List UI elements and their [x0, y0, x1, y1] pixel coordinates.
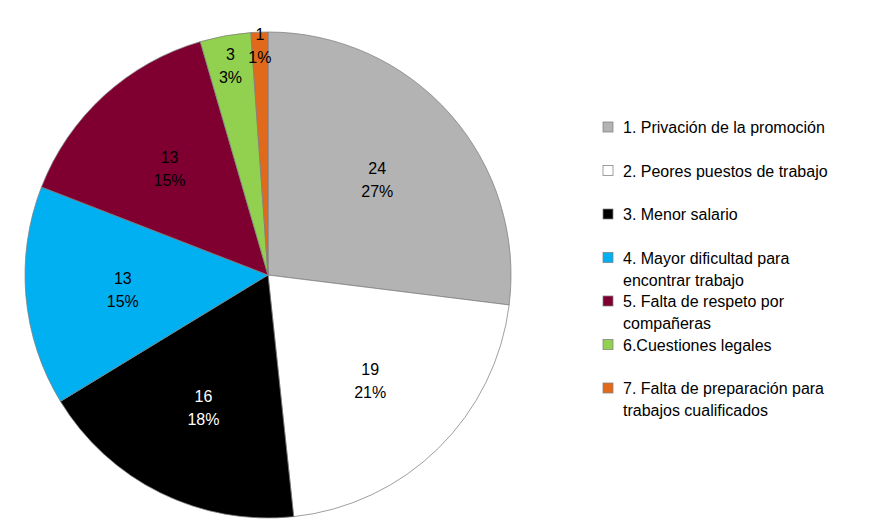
legend-label-line: 5. Falta de respeto por — [623, 293, 785, 310]
chart-container: 24 27% 19 21% 16 18% 13 15% 13 15% 3 3% 1 1% 1. Privac… — [0, 0, 891, 524]
data-label-percent: 15% — [154, 172, 186, 189]
legend-label: 3. Menor salario — [623, 206, 738, 223]
legend-label-line: 4. Mayor dificultad para — [623, 250, 789, 267]
legend-label: 6.Cuestiones legales — [623, 337, 772, 354]
legend-label: 7. Falta de preparación para trabajos cua… — [623, 380, 824, 419]
data-label-percent: 27% — [361, 183, 393, 200]
legend-label-line: 7. Falta de preparación para — [623, 380, 824, 397]
legend-label: 2. Peores puestos de trabajo — [623, 163, 828, 180]
data-label-percent: 1% — [248, 49, 271, 66]
legend-swatch — [603, 340, 613, 350]
legend-label: 1. Privación de la promoción — [623, 119, 825, 136]
data-label-count: 16 — [195, 388, 213, 405]
legend-swatch — [603, 166, 613, 176]
slices — [25, 32, 511, 518]
data-label-count: 1 — [255, 26, 264, 43]
pie-slice — [268, 32, 511, 305]
pie-slice — [200, 33, 268, 275]
legend-label-line: encontrar trabajo — [623, 272, 744, 289]
legend-label-line: trabajos cualificados — [623, 402, 768, 419]
data-label-percent: 15% — [107, 293, 139, 310]
legend-label-line: 2. Peores puestos de trabajo — [623, 163, 828, 180]
chart-svg: 24 27% 19 21% 16 18% 13 15% 13 15% 3 3% 1 1% 1. Privac… — [0, 0, 891, 524]
legend-swatch — [603, 253, 613, 263]
data-label-percent: 18% — [187, 411, 219, 428]
legend: 1. Privación de la promoción 2. Peores pu… — [603, 119, 828, 419]
data-label-count: 13 — [161, 149, 179, 166]
pie-slice — [251, 32, 268, 275]
legend-swatch — [603, 383, 613, 393]
legend-swatch — [603, 122, 613, 132]
data-label-count: 13 — [114, 270, 132, 287]
data-label-count: 24 — [368, 160, 386, 177]
legend-label-line: 1. Privación de la promoción — [623, 119, 825, 136]
pie-slice — [268, 275, 509, 517]
legend-label-line: compañeras — [623, 315, 711, 332]
legend-label: 4. Mayor dificultad para encontrar trabaj… — [623, 250, 789, 289]
data-labels: 24 27% 19 21% 16 18% 13 15% 13 15% 3 3% 1 1% — [107, 26, 394, 427]
legend-swatch — [603, 296, 613, 306]
data-label-percent: 21% — [354, 384, 386, 401]
data-label-count: 3 — [226, 46, 235, 63]
data-label-count: 19 — [361, 361, 379, 378]
legend-label-line: 6.Cuestiones legales — [623, 337, 772, 354]
legend-label-line: 3. Menor salario — [623, 206, 738, 223]
legend-swatch — [603, 209, 613, 219]
data-label-percent: 3% — [219, 69, 242, 86]
legend-label: 5. Falta de respeto por compañeras — [623, 293, 785, 332]
